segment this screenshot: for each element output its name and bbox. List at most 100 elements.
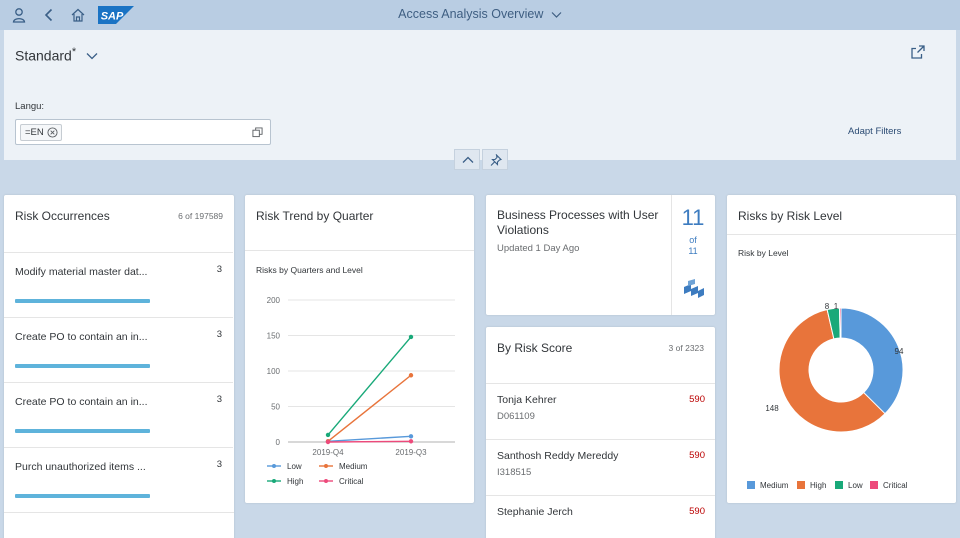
kpi-total: 11	[688, 246, 698, 256]
business-processes-card[interactable]: Business Processes with User Violations …	[486, 195, 715, 315]
card-title: Risk Occurrences	[15, 209, 110, 223]
risk-score-card[interactable]: By Risk Score 3 of 2323 Tonja Kehrer D06…	[486, 327, 715, 538]
risk-score-value: 590	[689, 506, 705, 517]
card-count: 6 of 197589	[178, 211, 223, 221]
table-row[interactable]: Tonja Kehrer D061109 590	[486, 383, 715, 439]
card-title: Business Processes with User Violations	[497, 208, 659, 237]
legend-label: Critical	[339, 477, 364, 486]
kpi-header: Business Processes with User Violations …	[486, 195, 672, 315]
slice-value-label: 8	[825, 302, 830, 311]
x-tick-label: 2019-Q4	[312, 448, 344, 457]
data-point	[408, 434, 414, 439]
business-process-icon	[684, 279, 704, 298]
y-tick-label: 150	[267, 332, 281, 341]
adapt-filters-button[interactable]: Adapt Filters	[848, 126, 902, 137]
data-point	[325, 432, 331, 438]
back-icon[interactable]	[41, 7, 57, 23]
legend-label: Low	[287, 462, 302, 471]
list-item[interactable]: Modify material master dat... 3	[4, 252, 233, 317]
x-tick-label: 2019-Q3	[395, 448, 427, 457]
app-title-menu[interactable]: Access Analysis Overview	[0, 7, 960, 21]
occurrence-bar	[15, 494, 150, 498]
list-item-value: 3	[216, 394, 222, 405]
home-icon[interactable]	[70, 7, 86, 23]
legend-label: Critical	[883, 481, 908, 490]
kpi-of-label: of	[689, 235, 697, 245]
occurrence-bar	[15, 429, 150, 433]
filter-token-text: =EN	[25, 127, 44, 138]
list-item-label: Purch unauthorized items ...	[15, 461, 146, 473]
user-name: Santhosh Reddy Mereddy	[497, 450, 619, 462]
risk-occurrences-card[interactable]: Risk Occurrences 6 of 197589 Modify mate…	[4, 195, 234, 538]
slice-value-label: 94	[895, 347, 904, 356]
data-point	[408, 334, 414, 340]
user-name: Stephanie Jerch	[497, 506, 573, 518]
risk-level-card[interactable]: Risks by Risk Level Risk by Level 94 148 8…	[727, 195, 956, 503]
filter-token[interactable]: =EN	[20, 124, 62, 141]
list-item[interactable]: Create PO to contain an in... 3	[4, 317, 233, 382]
risk-score-value: 590	[689, 450, 705, 461]
donut-slice-high	[778, 308, 886, 433]
y-tick-label: 50	[271, 403, 280, 412]
table-row[interactable]: Santhosh Reddy Mereddy I318515 590	[486, 439, 715, 495]
card-count: 3 of 2323	[668, 343, 704, 353]
value-help-icon[interactable]	[252, 127, 263, 138]
list-item[interactable]: Create PO to contain an in... 3	[4, 382, 233, 447]
kpi-value: 11	[681, 205, 705, 230]
list-item-label: Create PO to contain an in...	[15, 396, 148, 408]
card-title: Risks by Risk Level	[738, 209, 843, 223]
y-tick-label: 200	[267, 296, 281, 305]
series-line-medium	[327, 374, 412, 442]
data-point	[408, 373, 414, 378]
data-point	[408, 439, 414, 444]
filter-header: Standard* Langu: =EN Adapt Filters	[4, 30, 956, 160]
langu-filter-label: Langu:	[15, 101, 45, 112]
langu-filter-input[interactable]: =EN	[15, 119, 271, 145]
series-line-high	[327, 336, 412, 436]
risk-score-value: 590	[689, 394, 705, 405]
app-title: Access Analysis Overview	[398, 7, 544, 21]
slice-value-label: 1	[834, 302, 839, 311]
list-item-value: 3	[216, 264, 222, 275]
occurrence-bar	[15, 364, 150, 368]
risk-level-donut-chart[interactable]: 94 148 8 1 Medium High Low Critical	[727, 285, 956, 497]
variant-chevron-down-icon[interactable]	[86, 50, 98, 62]
list-item[interactable]: Purch unauthorized items ... 3	[4, 447, 233, 512]
legend-label: Low	[848, 481, 863, 490]
variant-name: Standard	[15, 47, 72, 64]
legend-marker	[272, 464, 276, 468]
y-tick-label: 0	[276, 438, 281, 447]
legend-swatch	[747, 481, 755, 489]
divider	[245, 250, 474, 251]
card-title: By Risk Score	[497, 341, 573, 355]
legend-marker	[324, 479, 328, 483]
list-item-value: 3	[216, 459, 222, 470]
share-icon[interactable]	[910, 44, 926, 60]
token-remove-icon[interactable]	[47, 127, 58, 138]
variant-modified-marker: *	[71, 46, 77, 58]
sap-logo-text: SAP	[101, 11, 124, 23]
list-item-value: 3	[216, 329, 222, 340]
y-tick-label: 100	[267, 367, 281, 376]
updated-text: Updated 1 Day Ago	[497, 243, 580, 254]
card-title: Risk Trend by Quarter	[256, 209, 374, 223]
risk-trend-line-chart[interactable]: 0 50 100 150 200 2019-Q4 2019-Q3 Low Medium High C…	[245, 285, 474, 497]
user-name: Tonja Kehrer	[497, 394, 557, 406]
legend-label: High	[287, 477, 303, 486]
variant-selector[interactable]: Standard*	[15, 46, 76, 64]
kpi-of-total: of 11	[672, 235, 714, 257]
legend-swatch	[870, 481, 878, 489]
donut-slice-critical	[838, 307, 842, 339]
collapse-header-button[interactable]	[454, 149, 480, 170]
legend-marker	[324, 464, 328, 468]
user-icon[interactable]	[11, 7, 27, 23]
chart-subtitle: Risks by Quarters and Level	[256, 265, 363, 275]
risk-trend-card[interactable]: Risk Trend by Quarter Risks by Quarters …	[245, 195, 474, 503]
legend-label: High	[810, 481, 826, 490]
table-row[interactable]: Stephanie Jerch 590	[486, 495, 715, 538]
data-point	[325, 439, 331, 445]
pin-header-button[interactable]	[482, 149, 508, 170]
legend-swatch	[797, 481, 805, 489]
sap-logo[interactable]: SAP	[98, 6, 134, 24]
user-id: D061109	[497, 411, 535, 422]
